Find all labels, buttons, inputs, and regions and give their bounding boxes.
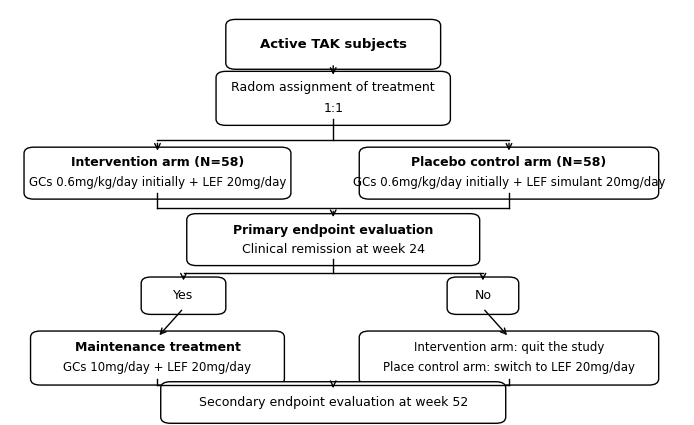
Text: Clinical remission at week 24: Clinical remission at week 24 [242, 243, 425, 256]
Text: Radom assignment of treatment: Radom assignment of treatment [231, 82, 435, 94]
FancyBboxPatch shape [359, 147, 659, 199]
Text: GCs 0.6mg/kg/day initially + LEF simulant 20mg/day: GCs 0.6mg/kg/day initially + LEF simulan… [353, 176, 666, 189]
FancyBboxPatch shape [359, 331, 659, 385]
FancyBboxPatch shape [216, 71, 450, 125]
Text: Intervention arm: quit the study: Intervention arm: quit the study [414, 341, 604, 354]
Text: Place control arm: switch to LEF 20mg/day: Place control arm: switch to LEF 20mg/da… [383, 361, 635, 374]
Text: 1:1: 1:1 [323, 102, 344, 115]
FancyBboxPatch shape [226, 20, 441, 69]
Text: No: No [475, 289, 491, 302]
FancyBboxPatch shape [31, 331, 285, 385]
FancyBboxPatch shape [24, 147, 291, 199]
FancyBboxPatch shape [141, 277, 226, 314]
Text: Maintenance treatment: Maintenance treatment [74, 341, 240, 354]
Text: Primary endpoint evaluation: Primary endpoint evaluation [233, 224, 434, 237]
Text: GCs 0.6mg/kg/day initially + LEF 20mg/day: GCs 0.6mg/kg/day initially + LEF 20mg/da… [28, 176, 286, 189]
Text: Secondary endpoint evaluation at week 52: Secondary endpoint evaluation at week 52 [198, 396, 468, 409]
FancyBboxPatch shape [161, 382, 506, 423]
Text: Intervention arm (N=58): Intervention arm (N=58) [71, 156, 244, 169]
Text: Active TAK subjects: Active TAK subjects [260, 38, 407, 51]
Text: Placebo control arm (N=58): Placebo control arm (N=58) [412, 156, 607, 169]
FancyBboxPatch shape [187, 214, 480, 266]
Text: GCs 10mg/day + LEF 20mg/day: GCs 10mg/day + LEF 20mg/day [63, 361, 251, 374]
Text: Yes: Yes [174, 289, 194, 302]
FancyBboxPatch shape [447, 277, 518, 314]
